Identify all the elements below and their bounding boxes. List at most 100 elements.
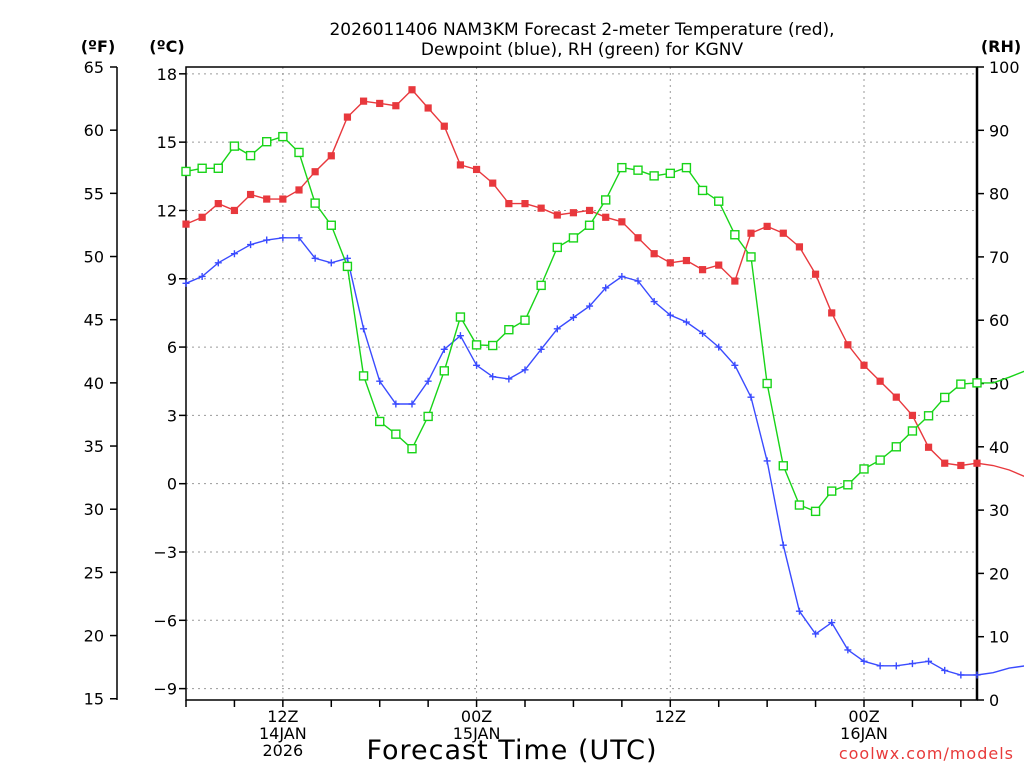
dewpoint-point bbox=[360, 325, 368, 333]
dewpoint-point bbox=[860, 657, 868, 665]
rh-point bbox=[342, 261, 353, 272]
dewpoint-point bbox=[553, 325, 561, 333]
dewpoint-point bbox=[957, 671, 965, 679]
rh-point bbox=[439, 366, 449, 376]
dewpoint-point bbox=[521, 366, 529, 374]
temperature-point bbox=[650, 250, 658, 258]
dewpoint-point bbox=[941, 666, 949, 674]
temperature-point bbox=[440, 122, 448, 130]
rh-point bbox=[665, 168, 675, 179]
celsius-tick-label: 0 bbox=[167, 475, 177, 494]
rh-point bbox=[778, 461, 788, 471]
rh-point bbox=[455, 312, 466, 322]
dewpoint-point bbox=[230, 250, 238, 258]
temperature-point bbox=[941, 459, 949, 467]
temperature-point bbox=[376, 99, 384, 108]
rh-point bbox=[810, 506, 821, 517]
temperature-point bbox=[198, 213, 206, 221]
temperature-point bbox=[698, 266, 707, 274]
temperature-point bbox=[924, 443, 933, 451]
dewpoint-point bbox=[440, 345, 448, 353]
rh-point bbox=[697, 185, 708, 196]
rh-point bbox=[843, 480, 853, 490]
rh-point bbox=[278, 131, 288, 142]
x-tick-label: 16JAN bbox=[840, 724, 888, 743]
rh-point bbox=[746, 252, 756, 262]
temperature-point bbox=[876, 377, 884, 385]
rh-point bbox=[730, 230, 740, 240]
rh-tick-label: 100 bbox=[989, 58, 1020, 77]
rh-point bbox=[504, 324, 514, 335]
dewpoint-point bbox=[634, 277, 642, 285]
temperature-point bbox=[521, 200, 529, 208]
rh-point bbox=[940, 392, 950, 403]
dewpoint-point bbox=[779, 541, 787, 549]
rh-point bbox=[794, 500, 805, 510]
fahrenheit-tick-label: 35 bbox=[84, 437, 104, 456]
fahrenheit-tick-label: 30 bbox=[84, 500, 104, 519]
rh-point bbox=[181, 166, 191, 177]
dewpoint-point bbox=[263, 236, 271, 244]
rh-point bbox=[213, 163, 223, 173]
dewpoint-point bbox=[311, 254, 319, 262]
dewpoint-point bbox=[892, 662, 900, 670]
dewpoint-point bbox=[925, 657, 933, 665]
temperature-point bbox=[602, 213, 610, 221]
temperature-point bbox=[489, 179, 497, 187]
temperature-point bbox=[230, 206, 239, 215]
fahrenheit-tick-label: 65 bbox=[84, 58, 104, 77]
rh-point bbox=[633, 165, 643, 175]
rh-point bbox=[326, 220, 336, 230]
dewpoint-point bbox=[327, 259, 335, 267]
rh-point bbox=[762, 378, 772, 389]
rh-point bbox=[536, 280, 546, 291]
rh-point bbox=[552, 242, 562, 253]
rh-tick-label: 20 bbox=[989, 564, 1009, 583]
plot-frame bbox=[185, 66, 978, 701]
temperature-point bbox=[279, 195, 287, 203]
temperature-point bbox=[472, 165, 481, 174]
rh-point bbox=[488, 340, 498, 351]
rh-tick-label: 0 bbox=[989, 691, 999, 710]
rh-point bbox=[827, 486, 837, 496]
rh-tick-label: 50 bbox=[989, 375, 1009, 394]
dewpoint-point bbox=[876, 662, 884, 670]
temperature-point bbox=[779, 229, 787, 237]
dewpoint-point bbox=[247, 241, 255, 249]
temperature-point bbox=[214, 200, 222, 208]
dewpoint-point bbox=[392, 400, 400, 408]
x-tick-label: 14JAN bbox=[259, 724, 307, 743]
fahrenheit-tick-label: 50 bbox=[84, 248, 104, 267]
temperature-point bbox=[731, 277, 739, 285]
dewpoint-point bbox=[699, 329, 707, 337]
rh-point bbox=[907, 426, 918, 436]
rh-point bbox=[471, 340, 482, 350]
rh-point bbox=[681, 162, 692, 173]
rh-point bbox=[197, 163, 207, 173]
rh-tick-label: 10 bbox=[989, 628, 1009, 647]
rh-point bbox=[891, 442, 901, 452]
credit-text: coolwx.com/models bbox=[839, 744, 1014, 763]
fahrenheit-unit-label: (ºF) bbox=[81, 37, 116, 56]
temperature-point bbox=[537, 204, 545, 212]
dewpoint-point bbox=[618, 272, 626, 280]
gridlines bbox=[186, 67, 977, 700]
temperature-point bbox=[715, 261, 723, 269]
celsius-tick-label: −3 bbox=[153, 543, 177, 562]
dewpoint-point bbox=[828, 619, 836, 627]
temperature-point bbox=[795, 243, 804, 251]
temperature-point bbox=[392, 102, 400, 110]
dewpoint-point bbox=[747, 393, 755, 401]
temperature-point bbox=[505, 200, 513, 208]
dewpoint-point bbox=[295, 234, 303, 242]
dewpoint-point bbox=[602, 284, 610, 292]
x-tick-label: 2026 bbox=[262, 741, 303, 760]
rh-point bbox=[714, 196, 724, 206]
celsius-tick-label: 3 bbox=[167, 406, 177, 425]
temperature-point bbox=[973, 459, 981, 467]
temperature-point bbox=[763, 222, 771, 230]
rh-point bbox=[972, 378, 982, 388]
temperature-point bbox=[311, 168, 319, 176]
rh-point bbox=[584, 220, 595, 230]
